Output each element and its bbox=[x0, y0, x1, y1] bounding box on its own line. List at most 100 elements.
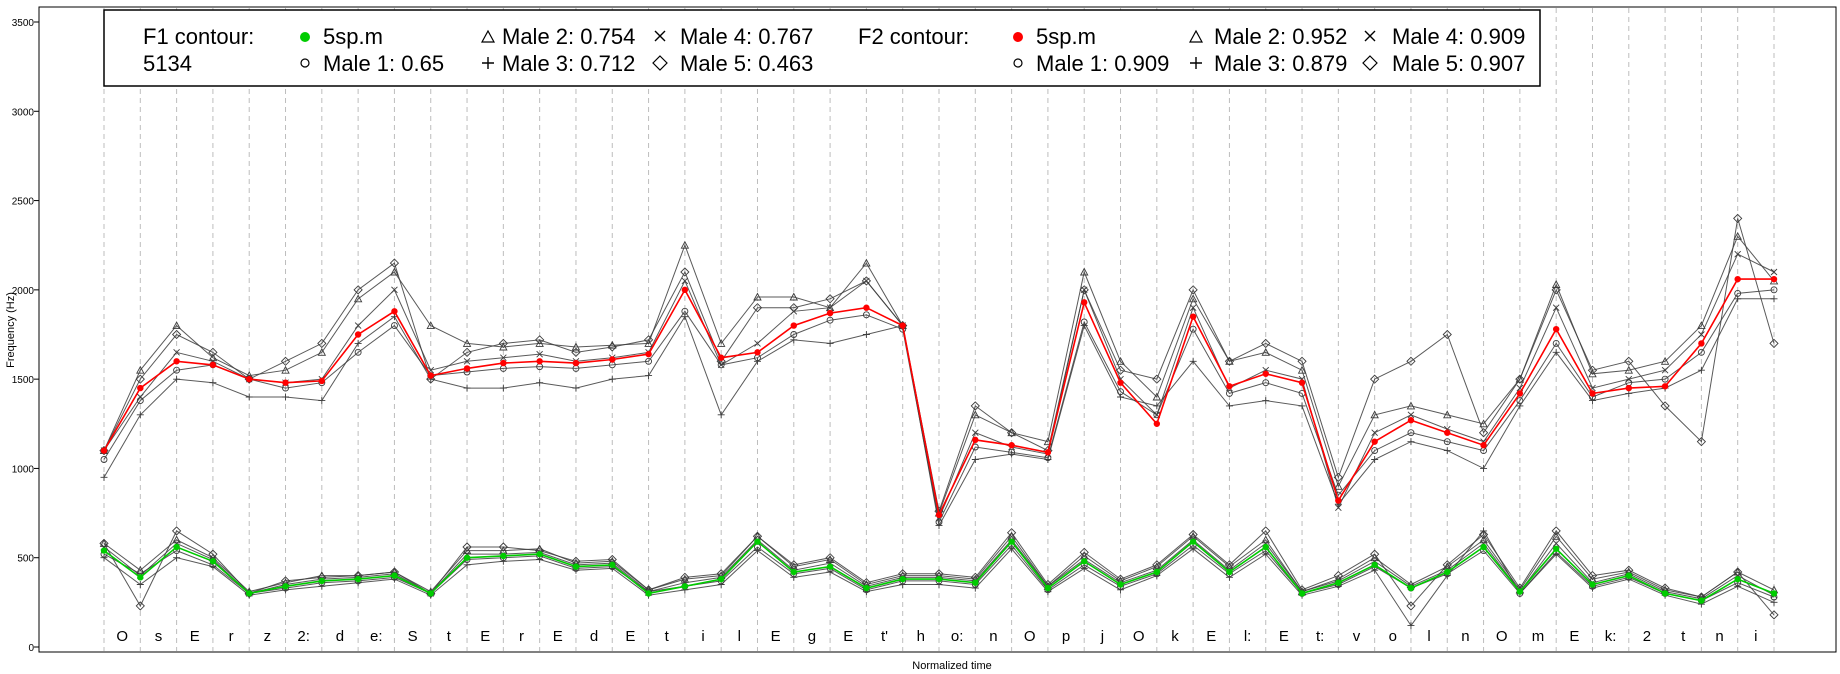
data-point bbox=[1770, 295, 1778, 303]
data-point bbox=[1298, 402, 1306, 410]
data-point bbox=[1224, 356, 1235, 366]
data-point bbox=[1770, 275, 1778, 283]
legend-f1-5sp-marker bbox=[300, 32, 310, 42]
data-point bbox=[137, 574, 144, 581]
data-point bbox=[1624, 365, 1634, 374]
data-point bbox=[609, 356, 616, 363]
data-point bbox=[1516, 390, 1524, 397]
data-point bbox=[353, 285, 363, 295]
segment-label: g bbox=[808, 628, 816, 645]
data-point bbox=[1370, 549, 1380, 559]
data-point bbox=[1661, 383, 1669, 390]
data-point bbox=[209, 379, 217, 387]
data-point bbox=[1371, 447, 1379, 455]
data-point bbox=[1007, 428, 1016, 437]
data-point bbox=[571, 342, 581, 351]
segment-label: t' bbox=[881, 628, 888, 645]
data-point bbox=[1587, 365, 1598, 375]
data-point bbox=[100, 447, 108, 454]
grid-lines bbox=[103, 8, 1775, 651]
data-point bbox=[789, 303, 799, 313]
data-point bbox=[645, 357, 653, 365]
data-point bbox=[1371, 438, 1378, 445]
data-point bbox=[1189, 313, 1197, 320]
data-point bbox=[318, 577, 326, 585]
data-point bbox=[1335, 504, 1342, 512]
data-point bbox=[498, 338, 508, 349]
data-point bbox=[1079, 285, 1089, 295]
data-point bbox=[935, 522, 943, 530]
data-point bbox=[173, 543, 180, 551]
legend-f1-male2-marker bbox=[480, 29, 496, 43]
data-point bbox=[427, 372, 434, 379]
segment-label: n bbox=[1461, 628, 1469, 645]
legend-f1-subtitle: 5134 bbox=[143, 51, 192, 76]
data-point bbox=[426, 374, 436, 384]
data-point bbox=[1226, 568, 1233, 576]
data-point bbox=[1262, 370, 1269, 377]
data-point bbox=[1153, 402, 1161, 410]
data-point bbox=[1516, 588, 1524, 595]
data-point bbox=[681, 313, 689, 321]
segment-label: k bbox=[1171, 628, 1179, 645]
data-point bbox=[971, 410, 980, 419]
data-point bbox=[536, 350, 543, 358]
data-point bbox=[645, 372, 653, 380]
data-point bbox=[572, 563, 580, 570]
segment-label: m bbox=[1532, 628, 1545, 645]
data-point bbox=[826, 563, 834, 570]
data-point bbox=[1734, 275, 1741, 283]
segment-label: E bbox=[1206, 628, 1216, 645]
segment-label: t bbox=[665, 628, 670, 645]
legend-f2-male2-marker bbox=[1188, 29, 1204, 43]
data-point bbox=[1624, 356, 1634, 366]
data-point bbox=[716, 338, 726, 347]
segment-label: O bbox=[1133, 628, 1145, 645]
data-point bbox=[1515, 374, 1525, 383]
data-point bbox=[1081, 558, 1088, 565]
segment-label: h bbox=[917, 628, 925, 645]
data-point bbox=[500, 359, 507, 367]
segment-label: v bbox=[1353, 628, 1361, 645]
data-point bbox=[1006, 428, 1017, 438]
data-point bbox=[1370, 374, 1380, 384]
data-point bbox=[1443, 447, 1451, 455]
legend-f1-entry-male5: Male 5: 0.463 bbox=[680, 51, 813, 76]
data-point bbox=[136, 581, 144, 588]
data-point bbox=[899, 322, 906, 329]
segment-label: E bbox=[1279, 628, 1289, 645]
segment-label: o bbox=[1389, 628, 1397, 645]
data-point bbox=[1734, 250, 1742, 258]
data-point bbox=[1516, 402, 1524, 410]
segment-label: p bbox=[1062, 628, 1070, 645]
segment-label: e: bbox=[370, 628, 383, 645]
data-point bbox=[1297, 356, 1307, 366]
data-point bbox=[1588, 397, 1596, 405]
data-point bbox=[1552, 540, 1560, 547]
data-point bbox=[536, 379, 544, 387]
data-point bbox=[209, 558, 217, 565]
data-point bbox=[863, 584, 870, 592]
data-point bbox=[899, 575, 906, 583]
data-point bbox=[1734, 575, 1741, 583]
data-point bbox=[1225, 402, 1233, 410]
data-point bbox=[173, 358, 180, 365]
data-point bbox=[137, 384, 144, 392]
series-line bbox=[103, 530, 1775, 616]
segment-label: E bbox=[625, 628, 635, 645]
data-point bbox=[1008, 450, 1016, 458]
data-point bbox=[1698, 331, 1705, 338]
data-point bbox=[1625, 375, 1633, 383]
data-point bbox=[173, 554, 181, 562]
data-point bbox=[173, 349, 180, 356]
data-point bbox=[1770, 590, 1778, 597]
data-point bbox=[1734, 582, 1742, 590]
data-point bbox=[1188, 294, 1198, 303]
data-point bbox=[571, 347, 581, 357]
legend-f2-entry-male2: Male 2: 0.952 bbox=[1214, 24, 1347, 49]
data-point bbox=[1698, 340, 1705, 347]
segment-label: E bbox=[843, 628, 853, 645]
data-point bbox=[1478, 428, 1489, 438]
data-point bbox=[1406, 401, 1416, 410]
